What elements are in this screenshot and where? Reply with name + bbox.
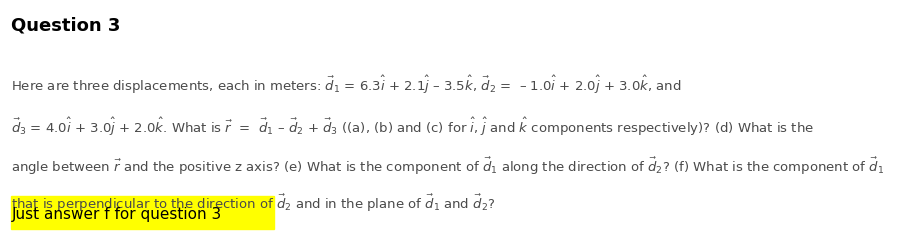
FancyBboxPatch shape [11,196,274,229]
Text: Just answer f for question 3: Just answer f for question 3 [12,206,222,221]
Text: angle between $\vec{r}$ and the positive z axis? (e) What is the component of $\: angle between $\vec{r}$ and the positive… [11,155,884,176]
Text: $\vec{d}_3$ = 4.0$\hat{i}$ + 3.0$\hat{j}$ + 2.0$\hat{k}$. What is $\vec{r}$  =  : $\vec{d}_3$ = 4.0$\hat{i}$ + 3.0$\hat{j}… [11,116,814,137]
Text: Here are three displacements, each in meters: $\vec{d}_1$ = 6.3$\hat{i}$ + 2.1$\: Here are three displacements, each in me… [11,74,681,96]
Text: that is perpendicular to the direction of $\vec{d}_2$ and in the plane of $\vec{: that is perpendicular to the direction o… [11,192,495,213]
Text: Question 3: Question 3 [11,16,121,34]
